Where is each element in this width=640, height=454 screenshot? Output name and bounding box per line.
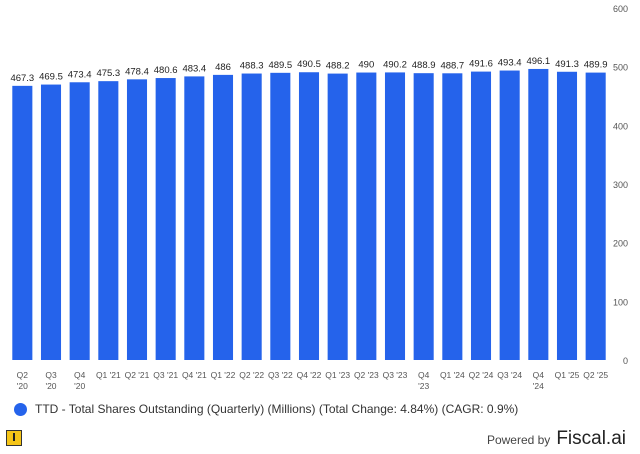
bar-value-label: 489.5 <box>268 60 292 71</box>
bar <box>499 70 520 360</box>
bar-value-label: 488.2 <box>326 61 350 72</box>
x-tick-label: Q4 '21 <box>182 370 207 380</box>
bar-value-label: 490 <box>358 60 374 71</box>
bar <box>470 71 492 360</box>
bar-value-label: 488.7 <box>440 60 464 71</box>
y-tick-label: 300 <box>613 180 628 190</box>
powered-by-label: Powered by <box>486 433 551 447</box>
bar <box>184 76 205 360</box>
bar-value-label: 473.4 <box>68 69 92 80</box>
x-tick-label: Q1 '25 <box>555 370 580 380</box>
bar-value-label: 491.3 <box>555 59 579 70</box>
y-tick-label: 0 <box>623 356 628 366</box>
bar-value-label: 480.6 <box>154 65 178 76</box>
bar <box>442 73 463 361</box>
bar <box>298 72 320 361</box>
y-tick-label: 400 <box>613 121 628 131</box>
x-tick-label: Q2 '25 <box>583 370 608 380</box>
bar <box>585 72 606 360</box>
x-tick-label: Q1 '24 <box>440 370 465 380</box>
bar <box>356 72 377 361</box>
shares-outstanding-chart: 0 100 200 300 400 500 600 467.3 Q2'20 469.5 Q3'20 4… <box>10 4 628 391</box>
bar-value-label: 483.4 <box>182 63 206 74</box>
bar <box>40 84 62 360</box>
bar <box>327 73 348 361</box>
legend-label: TTD - Total Shares Outstanding (Quarterl… <box>35 402 519 416</box>
x-tick-label: Q2 '21 <box>125 370 150 380</box>
bar-value-label: 486 <box>215 62 231 73</box>
x-tick-label: Q2 '23 <box>354 370 379 380</box>
bar-value-label: 490.5 <box>297 59 321 70</box>
x-tick-label: Q3 '22 <box>268 370 293 380</box>
x-tick-label: Q2 '22 <box>239 370 264 380</box>
x-tick-label: Q1 '22 <box>211 370 236 380</box>
y-tick-label: 500 <box>613 63 628 73</box>
bar <box>413 73 434 361</box>
y-tick-label: 600 <box>613 4 628 14</box>
x-tick-label: Q4'23 <box>418 370 430 391</box>
y-tick-label: 100 <box>613 297 628 307</box>
x-tick-label: Q2 '24 <box>469 370 494 380</box>
bar-value-label: 488.9 <box>412 60 436 71</box>
bar-value-label: 496.1 <box>526 56 550 67</box>
bar-value-label: 488.3 <box>240 61 264 72</box>
bar-value-label: 491.6 <box>469 59 493 70</box>
company-logo-icon <box>6 430 22 446</box>
bar-value-label: 478.4 <box>125 66 149 77</box>
x-tick-label: Q4 '22 <box>297 370 322 380</box>
x-tick-label: Q3 '21 <box>153 370 178 380</box>
bar <box>69 82 90 360</box>
x-tick-label: Q1 '23 <box>325 370 350 380</box>
legend: TTD - Total Shares Outstanding (Quarterl… <box>14 402 518 416</box>
bar <box>528 68 549 361</box>
bar-value-label: 469.5 <box>39 72 63 83</box>
bar <box>126 79 148 360</box>
powered-by[interactable]: Powered by Fiscal.ai <box>487 428 626 450</box>
bar <box>12 85 33 360</box>
legend-dot-icon <box>14 402 27 416</box>
x-tick-label: Q3 '24 <box>497 370 522 380</box>
x-tick-label: Q1 '21 <box>96 370 121 380</box>
y-tick-label: 200 <box>613 239 628 249</box>
x-tick-label: Q2'20 <box>17 370 29 391</box>
bar <box>241 73 262 360</box>
bar <box>384 72 406 360</box>
bar <box>556 71 578 361</box>
bar <box>155 78 176 360</box>
x-tick-label: Q3 '23 <box>383 370 408 380</box>
bar <box>270 72 291 361</box>
bar <box>212 74 234 360</box>
bar-value-label: 490.2 <box>383 59 407 70</box>
bar-value-label: 475.3 <box>96 68 120 79</box>
x-tick-label: Q3'20 <box>45 370 57 391</box>
bar-value-label: 489.9 <box>584 60 608 71</box>
brand-name: Fiscal.ai <box>556 428 626 449</box>
x-tick-label: Q4'20 <box>74 370 86 391</box>
x-tick-label: Q4'24 <box>533 370 545 391</box>
bar <box>98 81 119 360</box>
bar-value-label: 493.4 <box>498 58 522 69</box>
bar-value-label: 467.3 <box>10 73 34 84</box>
